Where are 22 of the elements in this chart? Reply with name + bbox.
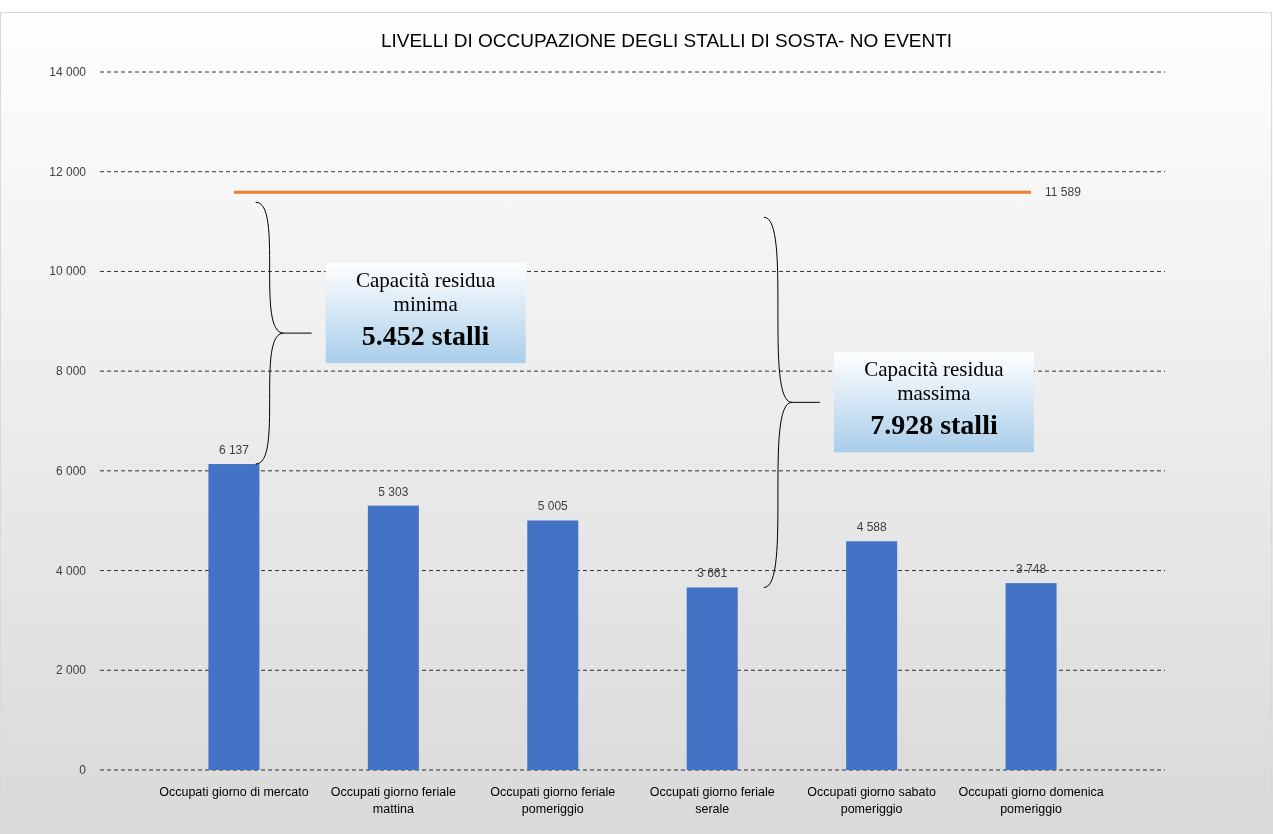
data-label: 5 005 (537, 499, 569, 514)
annotation: Capacità residua massima 7.928 stalli (864, 357, 1005, 441)
data-label: 5 303 (378, 484, 409, 499)
x-tick-label: Occupati giorno di mercato (159, 785, 309, 799)
data-label: 11 589 (1045, 185, 1082, 200)
data-label: 4 588 (856, 520, 887, 535)
y-tick-label: 2 000 (55, 663, 87, 678)
data-label: 6 137 (218, 443, 250, 458)
chart-title: LIVELLI DI OCCUPAZIONE DEGLI STALLI DI SOSTA- NO EVENTI (380, 30, 953, 51)
y-tick-label: 4 000 (55, 563, 87, 578)
x-tick-label: Occupati giorno feriale mattina (330, 785, 456, 816)
x-tick-label: Occupati giorno feriale serale (649, 785, 775, 816)
annotation: Capacità residua minima 5.452 stalli (355, 268, 496, 352)
y-tick-label: 8 000 (55, 364, 87, 379)
y-tick-label: 12 000 (49, 164, 87, 179)
y-tick-label: 6 000 (55, 463, 87, 478)
x-tick-label: Occupati giorno sabato pomeriggio (807, 785, 936, 816)
y-tick-label: 14 000 (49, 65, 87, 79)
y-tick-label: 10 000 (49, 264, 87, 279)
y-tick-label: 0 (79, 763, 87, 777)
x-tick-label: Occupati giorno feriale pomeriggio (490, 785, 616, 816)
x-tick-label: Occupati giorno domenica pomeriggio (958, 785, 1104, 816)
